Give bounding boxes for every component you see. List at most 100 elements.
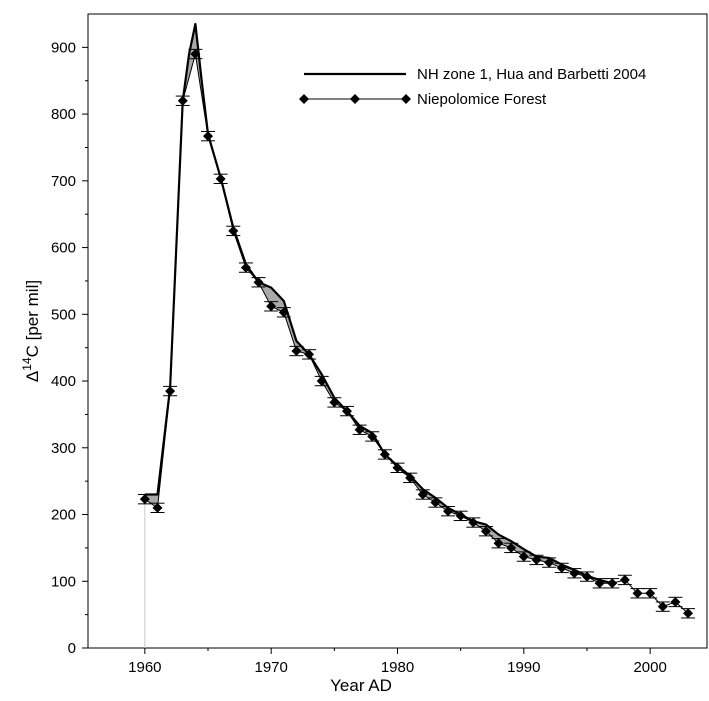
diamond-marker-1966 — [215, 173, 226, 184]
y-tick-label-900: 900 — [51, 39, 76, 56]
niepolomice-point-1996 — [592, 578, 607, 589]
niepolomice-line — [144, 53, 689, 614]
niepolomice-point-1994 — [567, 568, 582, 579]
niepolomice-point-2001 — [655, 601, 670, 612]
y-tick-label-500: 500 — [51, 306, 76, 323]
diamond-marker-1981 — [405, 472, 416, 483]
diamond-marker-1992 — [544, 557, 555, 568]
x-tick-label-1970: 1970 — [254, 659, 287, 676]
niepolomice-point-1964 — [188, 48, 203, 60]
diamond-marker-1970 — [266, 301, 277, 312]
y-tick-label-700: 700 — [51, 173, 76, 190]
niepolomice-series — [137, 48, 696, 619]
niepolomice-point-1973 — [302, 349, 317, 360]
niepolomice-point-1995 — [579, 571, 594, 582]
niepolomice-point-1965 — [201, 130, 216, 142]
niepolomice-point-1986 — [466, 517, 481, 528]
niepolomice-point-1960 — [137, 494, 152, 505]
x-tick-label-1980: 1980 — [381, 659, 414, 676]
niepolomice-point-2000 — [643, 588, 658, 599]
legend-marker-niepolomice-1 — [299, 94, 309, 104]
niepolomice-point-1998 — [617, 574, 632, 586]
diamond-marker-1979 — [379, 449, 390, 460]
diamond-marker-1972 — [291, 346, 302, 357]
niepolomice-point-1963 — [175, 95, 190, 106]
diamond-marker-1968 — [240, 262, 251, 273]
y-axis-ticks: 0 100 200 300 400 500 600 700 800 900 — [51, 39, 88, 657]
diamond-marker-1999 — [632, 588, 643, 599]
diamond-marker-1962 — [165, 386, 176, 397]
niepolomice-point-1975 — [327, 397, 342, 408]
legend-marker-niepolomice-3 — [401, 94, 411, 104]
niepolomice-point-1961 — [150, 502, 165, 514]
x-tick-label-1960: 1960 — [128, 659, 161, 676]
diamond-marker-1985 — [455, 510, 466, 521]
x-axis-ticks: 1960 1970 1980 1990 2000 — [128, 648, 667, 676]
niepolomice-point-1971 — [276, 307, 291, 318]
diamond-marker-1997 — [607, 578, 618, 589]
niepolomice-point-1991 — [529, 554, 544, 566]
legend-label-nh-zone1: NH zone 1, Hua and Barbetti 2004 — [417, 66, 646, 83]
diamond-marker-1980 — [392, 462, 403, 473]
y-tick-label-600: 600 — [51, 240, 76, 257]
diamond-marker-1967 — [228, 225, 239, 236]
niepolomice-point-1977 — [352, 424, 367, 435]
niepolomice-point-2002 — [668, 596, 683, 608]
niepolomice-point-1987 — [478, 526, 493, 537]
niepolomice-point-1966 — [213, 173, 228, 185]
niepolomice-point-1997 — [605, 578, 620, 589]
niepolomice-point-1970 — [264, 301, 279, 312]
y-axis-label: Δ14C [per mil] — [20, 280, 42, 382]
niepolomice-point-1999 — [630, 588, 645, 599]
y-tick-label-0: 0 — [68, 640, 76, 657]
y-tick-label-100: 100 — [51, 573, 76, 590]
niepolomice-point-1993 — [554, 562, 569, 574]
diamond-marker-2001 — [657, 601, 668, 612]
legend-label-niepolomice: Niepolomice Forest — [417, 91, 547, 108]
niepolomice-point-1972 — [289, 345, 304, 357]
diamond-marker-1984 — [443, 506, 454, 517]
niepolomice-point-1968 — [238, 262, 253, 273]
diamond-marker-1988 — [493, 538, 504, 549]
niepolomice-point-1974 — [314, 375, 329, 387]
y-tick-label-200: 200 — [51, 507, 76, 524]
diamond-marker-1961 — [152, 502, 163, 513]
y-tick-label-400: 400 — [51, 373, 76, 390]
diamond-marker-1994 — [569, 568, 580, 579]
niepolomice-point-1983 — [428, 497, 443, 508]
niepolomice-point-1978 — [365, 431, 380, 442]
diamond-marker-1996 — [594, 578, 605, 589]
diamond-marker-1963 — [177, 95, 188, 106]
diamond-marker-1977 — [354, 424, 365, 435]
niepolomice-point-1988 — [491, 538, 506, 549]
diamond-marker-1982 — [417, 489, 428, 500]
legend: NH zone 1, Hua and Barbetti 2004 Niepolo… — [299, 66, 646, 108]
niepolomice-point-1969 — [251, 277, 266, 288]
plot-frame — [87, 13, 708, 649]
niepolomice-point-1979 — [377, 449, 392, 460]
x-tick-label-1990: 1990 — [507, 659, 540, 676]
diamond-marker-1987 — [480, 526, 491, 537]
diamond-marker-1973 — [304, 349, 315, 360]
diamond-marker-1998 — [619, 574, 630, 585]
diamond-marker-1965 — [203, 131, 214, 142]
x-tick-label-2000: 2000 — [633, 659, 666, 676]
y-axis-label-rest: C [per mil] — [23, 280, 42, 357]
niepolomice-point-1989 — [504, 542, 519, 554]
diamond-marker-2002 — [670, 596, 681, 607]
diamond-marker-2003 — [683, 608, 694, 619]
diamond-marker-1971 — [278, 307, 289, 318]
niepolomice-point-1982 — [415, 489, 430, 500]
niepolomice-point-1980 — [390, 462, 405, 473]
diamond-marker-1986 — [468, 517, 479, 528]
diamond-marker-1993 — [556, 562, 567, 573]
y-tick-label-800: 800 — [51, 106, 76, 123]
niepolomice-point-1984 — [441, 506, 456, 517]
diamond-marker-1989 — [506, 542, 517, 553]
niepolomice-point-1976 — [339, 405, 354, 417]
x-axis-label: Year AD — [330, 676, 392, 695]
diamond-marker-1976 — [341, 406, 352, 417]
niepolomice-point-1985 — [453, 510, 468, 522]
diamond-marker-1974 — [316, 376, 327, 387]
